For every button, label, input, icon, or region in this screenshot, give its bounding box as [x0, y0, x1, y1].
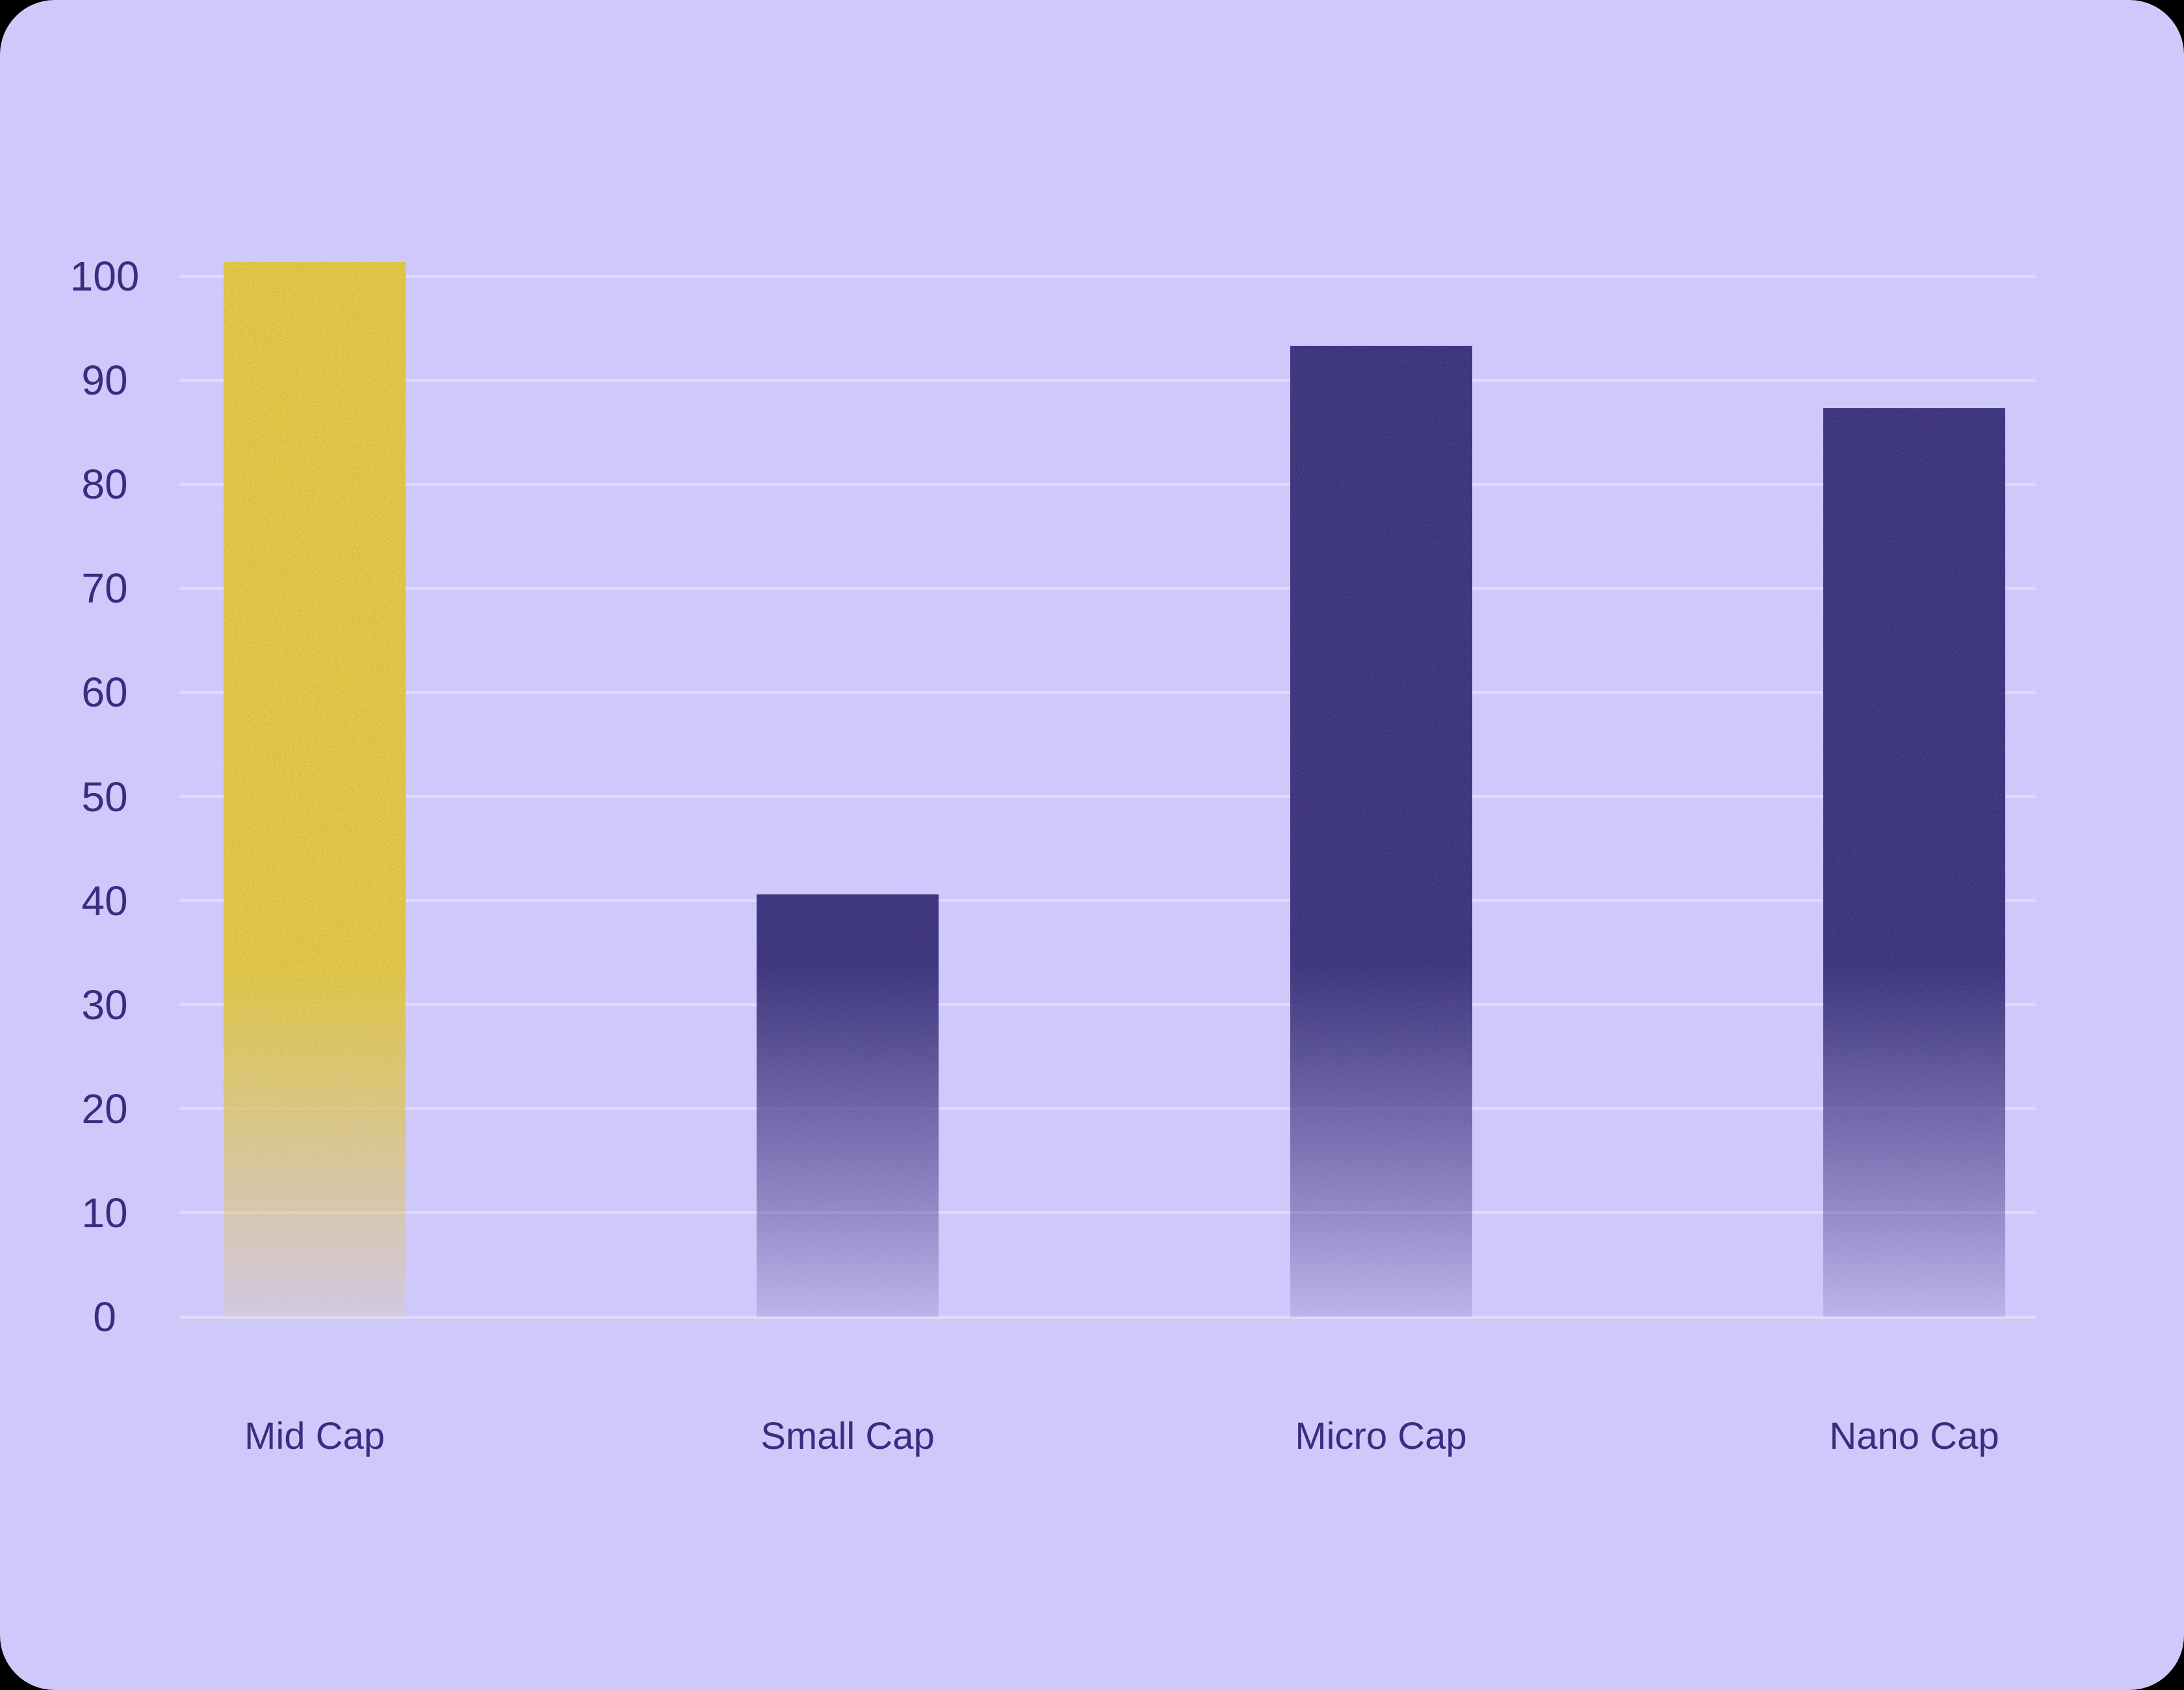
gridline — [179, 1315, 2036, 1319]
gridline — [179, 795, 2036, 798]
gridline — [179, 378, 2036, 382]
y-tick-label: 50 — [81, 773, 128, 820]
gridline — [179, 690, 2036, 694]
y-tick-label: 60 — [81, 669, 128, 716]
gridline — [179, 1211, 2036, 1215]
gridline — [179, 899, 2036, 903]
y-tick-label: 30 — [81, 981, 128, 1028]
gridline — [179, 274, 2036, 278]
x-axis-label-mid-cap: Mid Cap — [244, 1415, 385, 1458]
gridline — [179, 482, 2036, 486]
bar-mid-cap — [224, 261, 406, 1317]
bar-micro-cap — [1290, 346, 1472, 1317]
x-axis-label-nano-cap: Nano Cap — [1829, 1415, 1999, 1458]
y-tick-label: 100 — [70, 253, 140, 300]
y-tick-label: 90 — [81, 357, 128, 404]
y-tick-label: 40 — [81, 877, 128, 924]
bar-grain-texture — [224, 261, 406, 1317]
y-tick-label: 80 — [81, 461, 128, 508]
y-tick-label: 70 — [81, 565, 128, 612]
gridline — [179, 1003, 2036, 1007]
x-axis-label-micro-cap: Micro Cap — [1295, 1415, 1467, 1458]
bar-grain-texture — [1290, 346, 1472, 1317]
gridline — [179, 586, 2036, 590]
gridline — [179, 1107, 2036, 1111]
bar-small-cap — [757, 894, 939, 1317]
bar-nano-cap — [1823, 408, 2005, 1317]
bar-grain-texture — [1823, 408, 2005, 1317]
x-axis-label-small-cap: Small Cap — [760, 1415, 935, 1458]
y-tick-label: 0 — [93, 1294, 116, 1340]
bar-grain-texture — [757, 894, 939, 1317]
y-tick-label: 20 — [81, 1085, 128, 1132]
y-tick-label: 10 — [81, 1189, 128, 1236]
